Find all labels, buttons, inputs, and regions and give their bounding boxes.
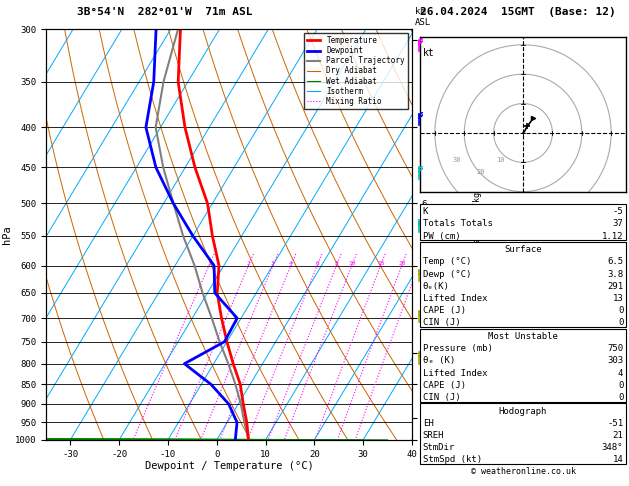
Text: Mixing Ratio (g/kg): Mixing Ratio (g/kg) [474,187,482,282]
Text: 37: 37 [613,220,623,228]
Text: CAPE (J): CAPE (J) [423,306,465,315]
Text: CIN (J): CIN (J) [423,318,460,328]
Text: Hodograph: Hodograph [499,407,547,416]
Text: 0: 0 [618,393,623,402]
Text: Surface: Surface [504,245,542,254]
Text: Dewp (°C): Dewp (°C) [423,270,471,278]
Text: 0: 0 [618,318,623,328]
Text: StmDir: StmDir [423,443,455,452]
Text: 6.5: 6.5 [607,258,623,266]
Text: 10: 10 [496,157,505,163]
Text: θₑ (K): θₑ (K) [423,356,455,365]
Text: EH: EH [423,419,433,428]
Text: 21: 21 [613,431,623,440]
Text: K: K [423,208,428,216]
Text: 0: 0 [618,381,623,390]
X-axis label: Dewpoint / Temperature (°C): Dewpoint / Temperature (°C) [145,461,313,471]
Text: PW (cm): PW (cm) [423,232,460,241]
Text: CAPE (J): CAPE (J) [423,381,465,390]
Text: -51: -51 [607,419,623,428]
Text: 1.12: 1.12 [602,232,623,241]
Text: 8: 8 [335,260,338,265]
Text: θₑ(K): θₑ(K) [423,282,450,291]
Text: 291: 291 [607,282,623,291]
Text: 3B°54'N  282°01'W  71m ASL: 3B°54'N 282°01'W 71m ASL [77,7,253,17]
Text: 14: 14 [613,455,623,464]
Text: SREH: SREH [423,431,444,440]
Text: 750: 750 [607,344,623,353]
Text: Totals Totals: Totals Totals [423,220,493,228]
Text: Most Unstable: Most Unstable [488,332,558,341]
Text: 13: 13 [613,294,623,303]
Text: 20: 20 [398,260,406,265]
Legend: Temperature, Dewpoint, Parcel Trajectory, Dry Adiabat, Wet Adiabat, Isotherm, Mi: Temperature, Dewpoint, Parcel Trajectory… [304,33,408,109]
Text: 3.8: 3.8 [607,270,623,278]
Text: kt: kt [423,48,435,58]
Text: 1: 1 [207,260,211,265]
Text: 348°: 348° [602,443,623,452]
Text: CIN (J): CIN (J) [423,393,460,402]
Text: 10: 10 [348,260,355,265]
Text: 2: 2 [247,260,250,265]
Text: Lifted Index: Lifted Index [423,368,487,378]
Text: Pressure (mb): Pressure (mb) [423,344,493,353]
Text: 0: 0 [618,306,623,315]
Text: 4: 4 [289,260,292,265]
Text: km
ASL: km ASL [415,7,431,27]
Text: Temp (°C): Temp (°C) [423,258,471,266]
Text: StmSpd (kt): StmSpd (kt) [423,455,482,464]
Text: 303: 303 [607,356,623,365]
Text: 26.04.2024  15GMT  (Base: 12): 26.04.2024 15GMT (Base: 12) [420,7,616,17]
Y-axis label: hPa: hPa [2,225,12,244]
Text: 4: 4 [618,368,623,378]
Text: -5: -5 [613,208,623,216]
Text: Lifted Index: Lifted Index [423,294,487,303]
Text: 3: 3 [271,260,275,265]
Text: © weatheronline.co.uk: © weatheronline.co.uk [470,467,576,476]
Text: 15: 15 [377,260,384,265]
Text: 20: 20 [476,169,484,175]
Text: 6: 6 [315,260,319,265]
Text: 30: 30 [452,157,461,163]
